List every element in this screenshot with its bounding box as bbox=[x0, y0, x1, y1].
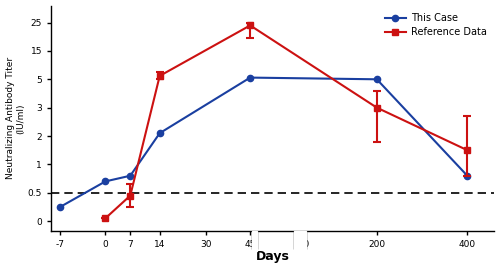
Legend: This Case, Reference Data: This Case, Reference Data bbox=[382, 10, 490, 40]
X-axis label: Days: Days bbox=[256, 250, 290, 263]
FancyBboxPatch shape bbox=[294, 231, 306, 251]
FancyBboxPatch shape bbox=[252, 231, 257, 251]
Y-axis label: Neutralizing Antibody Titer
(IU/ml): Neutralizing Antibody Titer (IU/ml) bbox=[6, 57, 25, 179]
